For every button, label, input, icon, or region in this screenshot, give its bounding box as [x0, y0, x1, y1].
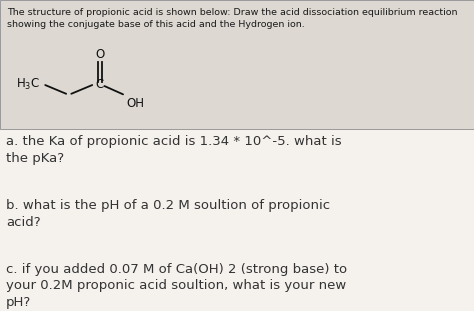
- Text: a. the Ka of propionic acid is 1.34 * 10^-5. what is
the pKa?: a. the Ka of propionic acid is 1.34 * 10…: [6, 135, 342, 165]
- Text: showing the conjugate base of this acid and the Hydrogen ion.: showing the conjugate base of this acid …: [7, 20, 305, 29]
- Text: The structure of propionic acid is shown below: Draw the acid dissociation equil: The structure of propionic acid is shown…: [7, 8, 457, 17]
- FancyBboxPatch shape: [0, 0, 474, 129]
- Text: b. what is the pH of a 0.2 M soultion of propionic
acid?: b. what is the pH of a 0.2 M soultion of…: [6, 199, 330, 229]
- Text: H$_3$C: H$_3$C: [16, 77, 40, 91]
- Text: OH: OH: [127, 97, 145, 110]
- Text: c. if you added 0.07 M of Ca(OH) 2 (strong base) to
your 0.2M proponic acid soul: c. if you added 0.07 M of Ca(OH) 2 (stro…: [6, 263, 347, 309]
- Text: O: O: [95, 48, 105, 61]
- Text: C: C: [96, 78, 104, 91]
